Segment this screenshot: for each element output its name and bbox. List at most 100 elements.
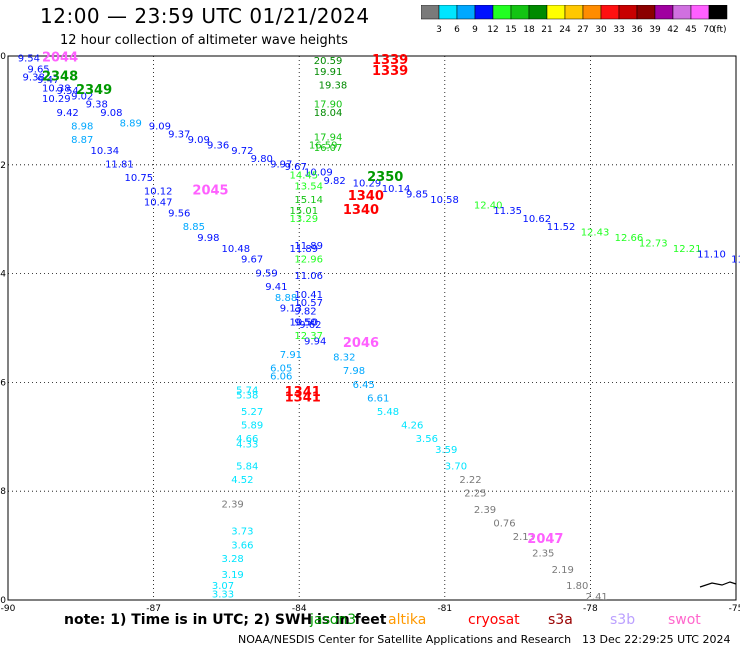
- wave-height-label: 11.89: [294, 241, 323, 252]
- wave-height-label: 9.02: [71, 92, 93, 103]
- x-tick-label: -84: [292, 604, 307, 612]
- wave-height-label: 9.94: [304, 336, 326, 347]
- wave-height-label: 11.06: [294, 271, 323, 282]
- swot-2046-track: 8.32 7.98 6.45 6.61 5.484.26 3.563.59 3.70 2.22…: [333, 336, 608, 603]
- wave-height-label: 3.66: [231, 540, 253, 551]
- colorbar-tick-label: 15: [505, 25, 516, 35]
- wave-height-label: 9.38: [86, 100, 108, 111]
- x-tick-label: -90: [1, 604, 16, 612]
- wave-height-label: 4.66: [236, 434, 258, 445]
- colorbar-tick-label: 6: [454, 25, 460, 35]
- wave-height-label: 10.48: [222, 244, 251, 255]
- wave-height-label: 16.59: [309, 140, 338, 151]
- wave-height-label: 13.54: [294, 181, 323, 192]
- wave-height-label: 8.89: [120, 119, 142, 130]
- cryosat-1340b-track: 1340: [343, 203, 379, 218]
- wave-height-label: 19.91: [314, 67, 343, 78]
- wave-height-label: 8.85: [183, 222, 205, 233]
- wave-height-label: 14.45: [289, 170, 318, 181]
- wave-height-label: 9.13: [280, 304, 302, 315]
- wave-height-label: 9.98: [197, 233, 219, 244]
- wave-height-label: 3.28: [222, 554, 244, 565]
- wave-height-label: 11.81: [105, 160, 134, 171]
- wave-height-label: 12.37: [294, 331, 323, 342]
- wave-height-label: 17.90: [314, 100, 343, 111]
- satellite-legend-s3a: s3a: [548, 612, 573, 628]
- chart-subtitle: 12 hour collection of altimeter wave hei…: [60, 33, 348, 48]
- wave-height-label: 10.41: [294, 290, 323, 301]
- plot-frame: [7, 55, 737, 601]
- cryosat-1341b-track: 1341: [285, 390, 321, 405]
- wave-height-label: 2.25: [464, 489, 486, 500]
- wave-height-label: 8.87: [71, 135, 93, 146]
- colorbar-tick-label: 36: [631, 25, 643, 35]
- wave-height-label: 9.80: [251, 154, 273, 165]
- y-tick-label: -62: [0, 161, 6, 171]
- wave-height-label: 9.54: [18, 53, 40, 64]
- wave-height-label: 5.74: [236, 385, 258, 396]
- wave-height-label: 2.22: [459, 475, 481, 486]
- y-tick-label: -68: [0, 487, 6, 497]
- y-tick-label: -60: [0, 52, 6, 62]
- colorbar-tick-label: 39: [649, 25, 661, 35]
- wave-height-label: 11.10: [697, 249, 726, 260]
- wave-height-label: 12.66: [615, 233, 644, 244]
- wave-height-label: 13.29: [289, 214, 318, 225]
- colorbar-tick-label: 18: [523, 25, 535, 35]
- wave-height-label: 2.13: [513, 532, 535, 543]
- wave-height-label: 5.89: [241, 421, 263, 432]
- footer-note: note: 1) Time is in UTC; 2) SWH is in fe…: [64, 612, 387, 628]
- wave-height-label: 10.47: [144, 198, 173, 209]
- track-pass-label: 2046: [343, 336, 379, 351]
- wave-height-label: 9.72: [231, 146, 253, 157]
- wave-height-label: 9.37: [168, 130, 190, 141]
- x-tick-label: -81: [437, 604, 452, 612]
- wave-height-label: 3.56: [416, 434, 438, 445]
- wave-height-label: 0.76: [493, 519, 515, 530]
- wave-height-label: 9.97: [270, 160, 292, 171]
- wave-height-label: 9.85: [406, 189, 428, 200]
- y-tick-label: -64: [0, 270, 6, 280]
- track-pass-label: 2349: [76, 83, 112, 98]
- wave-height-label: 16.07: [314, 143, 343, 154]
- track-pass-label: 2348: [42, 69, 78, 84]
- wave-height-label: 11.89: [289, 244, 318, 255]
- colorbar-tick-label: 33: [613, 25, 624, 35]
- wave-height-label: 18.04: [314, 108, 343, 119]
- track-pass-label: 1340: [348, 189, 384, 204]
- colorbar-tick-label: 3: [436, 25, 442, 35]
- wave-height-label: 9.41: [265, 282, 287, 293]
- wave-height-label: 10.09: [304, 168, 333, 179]
- wave-height-label: 6.06: [270, 372, 292, 383]
- colorbar-unit: (ft): [713, 25, 727, 35]
- wave-height-label: 9.54: [57, 86, 79, 97]
- colorbar-tick-label: 24: [559, 25, 571, 35]
- wave-height-label: 2.35: [532, 548, 554, 559]
- cryosat-1340-track: 14.4513.5415.1415.0113.2911.8911.8912.96…: [289, 170, 383, 341]
- wave-height-label: 6.61: [367, 393, 389, 404]
- wave-height-label: 5.84: [236, 461, 258, 472]
- wave-height-label: 3.73: [231, 527, 253, 538]
- wave-height-label: 10.12: [144, 187, 173, 198]
- wave-height-label: 9.82: [294, 306, 316, 317]
- wave-height-label: 10.58: [430, 195, 459, 206]
- wave-height-label: 9.59: [256, 268, 278, 279]
- track-pass-label: 1339: [372, 64, 408, 79]
- wave-height-label: 12.96: [294, 255, 323, 266]
- wave-height-label: 12.40: [474, 200, 503, 211]
- wave-height-label: 15.01: [289, 206, 318, 217]
- wave-height-label: 5.27: [241, 407, 263, 418]
- wave-height-label: 9.82: [323, 176, 345, 187]
- wave-height-label: 9.08: [100, 108, 122, 119]
- colorbar-tick-label: 42: [667, 25, 678, 35]
- track-pass-label: 1341: [285, 385, 321, 400]
- wave-height-label: 6.05: [270, 364, 292, 375]
- jason3-2348-track: 2348: [42, 69, 78, 84]
- colorbar-swatch: [708, 5, 728, 20]
- wave-height-map: -90 -87 -84 -81 -78 -75 -60 -62 -64 -66 -68 -70 9.54…: [0, 50, 740, 612]
- wave-height-label: 9.50: [294, 317, 316, 328]
- wave-height-label: 10.75: [124, 173, 153, 184]
- wave-height-label: 9.09: [149, 121, 171, 132]
